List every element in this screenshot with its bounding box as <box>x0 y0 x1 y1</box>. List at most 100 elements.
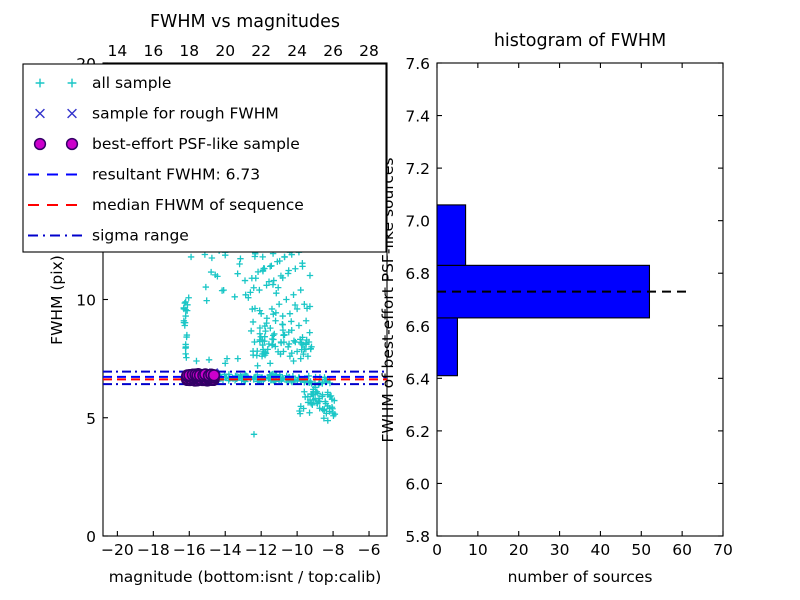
plus-marker <box>304 353 312 360</box>
histogram-yticklabel: 7.6 <box>405 55 430 73</box>
plus-marker <box>321 374 328 381</box>
plus-marker <box>326 408 333 415</box>
plus-marker <box>261 265 268 272</box>
circle-marker <box>65 137 79 151</box>
plus-marker <box>286 310 294 317</box>
plus-marker <box>296 336 304 343</box>
legend-item: sigma range <box>28 227 189 245</box>
histogram-bar <box>437 317 458 377</box>
plus-marker <box>306 272 314 279</box>
plus-marker <box>328 396 336 403</box>
scatter-xticklabel: −12 <box>245 541 278 559</box>
plus-marker <box>247 327 255 335</box>
scatter-yticklabel: 0 <box>86 528 96 546</box>
plus-marker <box>249 318 257 326</box>
plus-marker <box>212 271 219 279</box>
legend-label: median FHWM of sequence <box>92 196 304 214</box>
plus-marker <box>254 362 261 369</box>
plus-marker <box>316 405 323 412</box>
plus-marker <box>203 297 210 304</box>
plus-marker <box>269 341 277 348</box>
plus-marker <box>303 305 311 312</box>
plus-marker <box>265 375 273 383</box>
scatter-top-xticklabel: 20 <box>215 42 235 60</box>
plus-marker <box>302 393 309 401</box>
plus-marker <box>261 351 269 359</box>
plus-marker <box>182 350 189 358</box>
plus-marker <box>182 312 189 320</box>
scatter-xticklabel: −14 <box>209 541 242 559</box>
scatter-xticklabel: −16 <box>173 541 206 559</box>
plus-marker <box>300 405 307 412</box>
scatter-title: FWHM vs magnitudes <box>150 12 340 32</box>
plus-marker <box>234 270 241 277</box>
plus-marker <box>223 355 231 362</box>
histogram-xticklabel: 40 <box>591 541 611 559</box>
plus-marker <box>323 410 330 417</box>
scatter-xticklabel: −10 <box>281 541 314 559</box>
plus-marker <box>324 391 332 398</box>
plus-marker <box>237 372 244 380</box>
legend-background <box>22 63 387 253</box>
plus-marker <box>291 301 299 309</box>
plus-marker <box>322 398 329 405</box>
plus-marker <box>222 360 229 367</box>
plus-marker <box>183 307 191 314</box>
plus-marker <box>256 286 263 294</box>
scatter-top-xticklabel: 24 <box>287 42 307 60</box>
legend-item: all sample <box>35 74 171 92</box>
plus-marker <box>302 317 310 324</box>
histogram-yticklabel: 5.8 <box>405 528 430 546</box>
plus-marker <box>256 307 263 314</box>
plus-marker <box>316 398 323 405</box>
plus-marker <box>290 337 298 344</box>
plus-marker <box>270 310 277 318</box>
plus-marker <box>237 255 244 262</box>
plus-marker <box>279 274 286 282</box>
scatter-reference-lines <box>103 370 387 386</box>
plus-marker <box>256 336 263 344</box>
psf-like-markers <box>180 368 221 387</box>
scatter-yticklabel: 5 <box>86 410 96 428</box>
scatter-top-xticklabel: 18 <box>179 42 199 60</box>
histogram-panel: 0 10 20 30 40 50 60 70 5.8 6.0 6.2 6.4 6.6 6.8 7.0 7.2 7… <box>379 31 733 586</box>
plus-marker <box>254 268 262 276</box>
scatter-xticklabel: −18 <box>137 541 170 559</box>
plus-marker <box>231 293 238 300</box>
circle-marker <box>33 137 47 151</box>
plus-marker <box>307 378 314 385</box>
plus-marker <box>302 339 310 347</box>
plus-marker <box>263 315 271 322</box>
plus-marker <box>326 379 334 387</box>
circle-marker <box>207 369 221 382</box>
plus-marker <box>225 377 232 384</box>
plus-marker <box>329 405 336 412</box>
legend-item: resultant FWHM: 6.73 <box>28 166 260 184</box>
plus-marker <box>292 338 299 346</box>
legend-item: best-effort PSF-like sample <box>33 135 300 153</box>
plus-marker <box>295 322 303 329</box>
plus-marker <box>205 356 213 364</box>
plus-marker <box>67 78 77 88</box>
plus-marker <box>263 282 270 289</box>
plus-marker <box>330 412 337 419</box>
plus-marker <box>306 409 313 416</box>
plus-marker <box>258 377 265 384</box>
plus-marker <box>256 330 264 337</box>
plus-marker <box>187 253 195 261</box>
plus-marker <box>270 332 277 339</box>
histogram-xticklabel: 0 <box>432 541 442 559</box>
plus-marker <box>249 305 256 313</box>
scatter-top-xticklabel: 26 <box>323 42 343 60</box>
plus-marker <box>314 390 322 397</box>
plus-marker <box>245 294 252 301</box>
plus-marker <box>35 78 45 88</box>
plus-marker <box>293 348 301 355</box>
plus-marker <box>236 260 243 268</box>
plus-marker <box>262 327 269 335</box>
plus-marker <box>268 305 276 313</box>
histogram-bar <box>437 204 467 266</box>
plus-marker <box>300 350 307 358</box>
plus-marker <box>298 346 305 353</box>
